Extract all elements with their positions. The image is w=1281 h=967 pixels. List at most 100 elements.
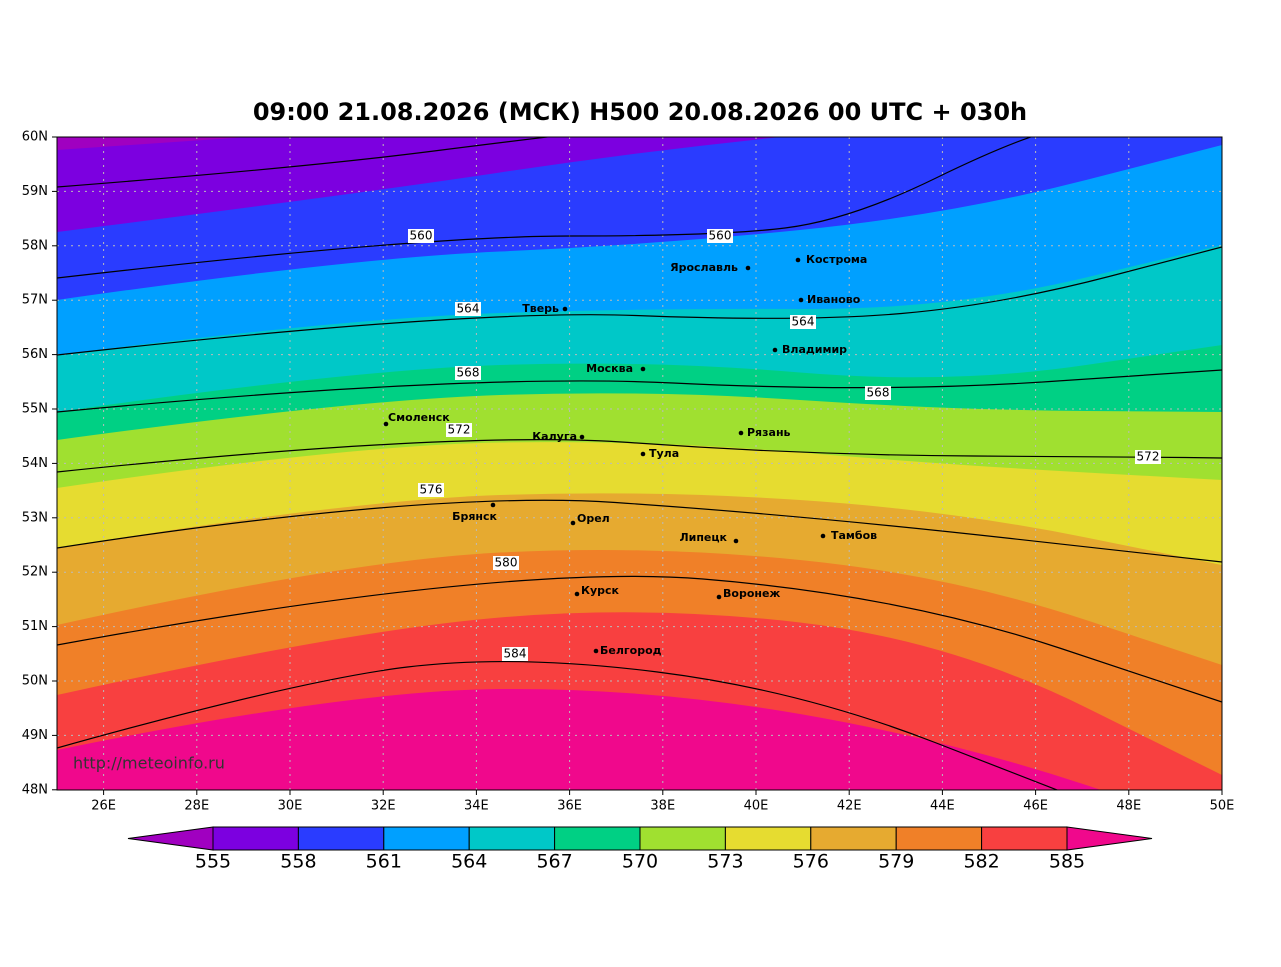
city-label: Тула	[649, 447, 679, 460]
city-dot	[383, 421, 389, 427]
lat-label: 60N	[22, 130, 48, 145]
city-label: Рязань	[747, 426, 791, 439]
contour-label: 564	[792, 315, 815, 329]
band	[57, 688, 1102, 790]
lat-label: 56N	[22, 347, 48, 362]
colorbar-tick: 558	[280, 851, 316, 873]
city-label: Смоленск	[388, 411, 450, 424]
city-label: Липецк	[679, 531, 727, 544]
city-dot	[733, 538, 739, 544]
colorbar-box	[895, 826, 983, 851]
lon-label: 28E	[184, 799, 209, 814]
city-label: Белгород	[600, 644, 662, 657]
lat-label: 54N	[22, 456, 48, 471]
city-dot	[745, 265, 751, 271]
city-dot	[640, 451, 646, 457]
city-label: Брянск	[452, 510, 497, 523]
lon-label: 32E	[371, 799, 396, 814]
colorbar-box	[724, 826, 812, 851]
lon-label: 42E	[837, 799, 862, 814]
title: 09:00 21.08.2026 (МСК) H500 20.08.2026 0…	[253, 98, 1027, 126]
contour-label-bg	[502, 647, 528, 661]
lon-label: 38E	[650, 799, 675, 814]
colorbar-tick: 582	[963, 851, 999, 873]
city-dot	[772, 347, 778, 353]
map: 560 560 564 564 568 568 572 572 576 580 584 Костром…	[57, 137, 1222, 790]
city-dot	[579, 434, 585, 440]
city-dot	[640, 366, 646, 372]
city-label: Калуга	[532, 430, 577, 443]
city-label: Тамбов	[831, 529, 877, 542]
colorbar-tick: 576	[793, 851, 829, 873]
city-dot	[795, 257, 801, 263]
contour-line	[57, 246, 1222, 356]
contour-label: 560	[410, 229, 433, 243]
lat-label: 51N	[22, 619, 48, 634]
city-dot	[490, 502, 496, 508]
city-label: Москва	[586, 362, 633, 375]
lon-label: 40E	[744, 799, 769, 814]
colorbar-box	[810, 826, 897, 851]
city-label: Воронеж	[723, 587, 780, 600]
contour-label: 564	[457, 302, 480, 316]
lat-label: 49N	[22, 728, 48, 743]
colorbar-box	[212, 826, 299, 851]
contour-line	[57, 369, 1222, 413]
contour-label: 576	[420, 483, 443, 497]
contour-line	[57, 575, 1222, 703]
contour-label-bg	[418, 483, 444, 497]
city-dot	[593, 648, 599, 654]
contour-line	[57, 439, 1222, 473]
contour-label-bg	[790, 315, 816, 329]
contour-label: 560	[709, 229, 732, 243]
contour-label-bg	[446, 423, 472, 437]
colorbar-box	[468, 826, 556, 851]
lon-label: 44E	[930, 799, 955, 814]
city-dot	[574, 591, 580, 597]
city-dot	[562, 306, 568, 312]
contour-label: 580	[495, 556, 518, 570]
city-label: Кострома	[806, 253, 867, 266]
city-label: Иваново	[807, 293, 861, 306]
colorbar-box	[981, 826, 1068, 851]
city-label: Курск	[581, 584, 620, 597]
colorbar-tick: 570	[622, 851, 658, 873]
contour-label-bg	[1135, 450, 1161, 464]
lat-label: 52N	[22, 565, 48, 580]
lon-label: 46E	[1023, 799, 1048, 814]
lon-label: 48E	[1116, 799, 1141, 814]
city-label: Тверь	[522, 302, 559, 315]
colorbar-tick: 579	[878, 851, 914, 873]
city-label: Орел	[577, 512, 610, 525]
lon-label: 34E	[464, 799, 489, 814]
contour-line	[57, 137, 553, 188]
lat-label: 59N	[22, 184, 48, 199]
lon-label: 26E	[91, 799, 116, 814]
lat-label: 55N	[22, 402, 48, 417]
city-dot	[798, 297, 804, 303]
city-dot	[820, 533, 826, 539]
contour-line	[57, 499, 1222, 563]
colorbar-tick: 555	[195, 851, 231, 873]
lon-label: 36E	[557, 799, 582, 814]
colorbar-box	[554, 826, 641, 851]
contour-label-bg	[455, 302, 481, 316]
colorbar-tick: 573	[707, 851, 743, 873]
lat-label: 57N	[22, 293, 48, 308]
colorbar-extend	[1066, 826, 1153, 851]
colorbar-box	[383, 826, 470, 851]
city-dot	[570, 520, 576, 526]
colorbar-tick: 567	[536, 851, 572, 873]
watermark: http://meteoinfo.ru	[73, 754, 225, 773]
contour-label: 568	[457, 366, 480, 380]
lon-label: 50E	[1210, 799, 1235, 814]
city-label: Ярославль	[670, 261, 738, 274]
contour-label: 568	[867, 386, 890, 400]
lon-label: 30E	[278, 799, 303, 814]
colorbar-box	[297, 826, 385, 851]
colorbar-box	[639, 826, 726, 851]
city-dot	[738, 430, 744, 436]
lat-label: 48N	[22, 782, 48, 797]
contour-line	[57, 660, 1059, 790]
